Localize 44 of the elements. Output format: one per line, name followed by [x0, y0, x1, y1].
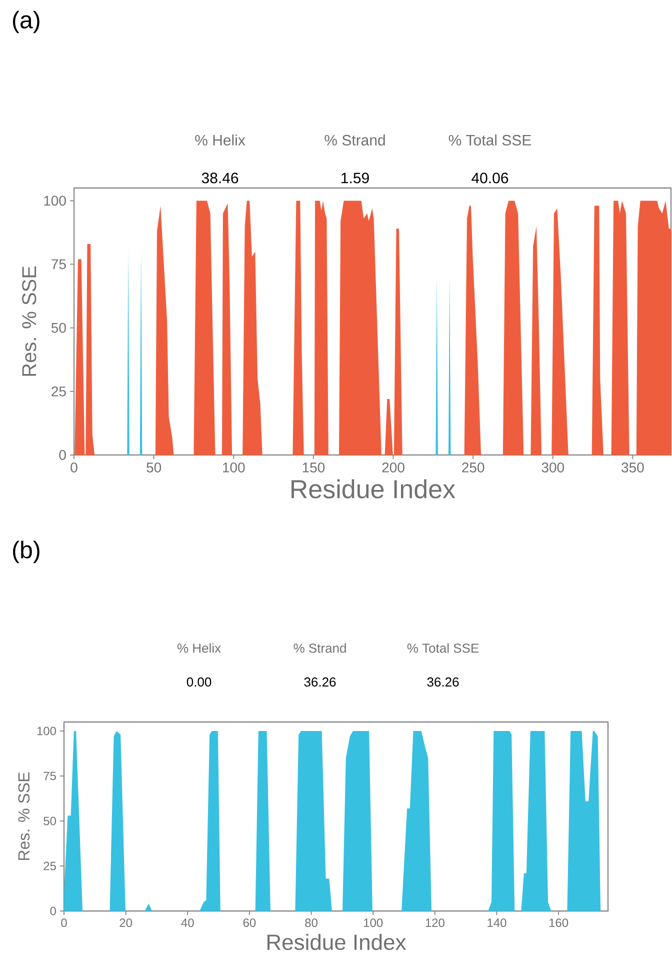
x-tick-label: 20 — [120, 918, 132, 928]
chart-title: (a) — [13, 10, 40, 34]
y-tick-label: 0 — [59, 450, 66, 460]
text: 40.06 — [472, 172, 508, 184]
x-tick-label: 50 — [146, 462, 162, 472]
y-tick-label: 100 — [44, 196, 66, 206]
y-tick-label: 75 — [52, 259, 66, 270]
x-tick-label: 250 — [462, 462, 484, 472]
y-tick-label: 50 — [52, 322, 66, 333]
text: % Strand — [324, 134, 386, 146]
y-tick-label: 75 — [44, 772, 56, 780]
text: 36.26 — [304, 677, 336, 687]
x-tick-label: 100 — [223, 462, 245, 472]
text: % Helix — [178, 643, 222, 653]
y-axis-title: Res. % SSE — [22, 266, 36, 376]
x-axis-title: Residue Index — [292, 479, 456, 498]
text: 1.59 — [342, 172, 370, 184]
x-tick-label: 0 — [70, 462, 78, 472]
x-axis-title: Residue Index — [268, 934, 406, 950]
x-tick-label: 160 — [550, 918, 568, 928]
x-tick-label: 200 — [382, 462, 405, 472]
text: % Helix — [195, 134, 246, 146]
y-tick-label: 0 — [50, 906, 56, 916]
y-tick-label: 100 — [38, 726, 56, 736]
x-tick-label: 80 — [305, 918, 318, 928]
text: % Total SSE — [408, 643, 479, 653]
x-tick-label: 100 — [364, 918, 383, 928]
chart-title: (b) — [13, 540, 40, 564]
x-tick-label: 120 — [426, 918, 445, 928]
text: % Strand — [294, 643, 346, 653]
text: % Total SSE — [449, 134, 532, 146]
x-tick-label: 300 — [542, 462, 564, 472]
text: 38.46 — [202, 172, 238, 184]
x-tick-label: 40 — [181, 918, 194, 928]
y-tick-label: 50 — [44, 816, 56, 826]
y-axis-title: Res. % SSE — [18, 772, 30, 860]
text: 0.00 — [187, 677, 212, 687]
y-tick-label: 25 — [44, 862, 56, 870]
x-tick-label: 150 — [303, 462, 325, 472]
x-tick-label: 140 — [488, 918, 506, 928]
x-tick-label: 350 — [622, 462, 644, 472]
y-tick-label: 25 — [52, 386, 66, 396]
text: 36.26 — [427, 677, 459, 687]
x-tick-label: 60 — [244, 918, 256, 928]
